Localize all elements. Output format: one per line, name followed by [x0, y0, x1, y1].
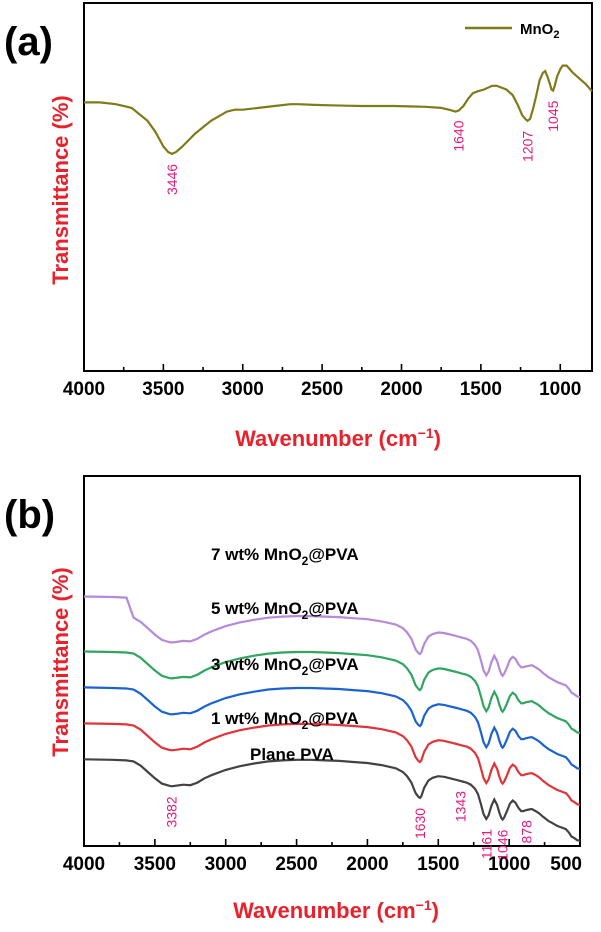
x-tick-label: 2500	[275, 854, 317, 875]
panel-a-x-axis-label: Wavenumber (cm−1)	[235, 425, 441, 451]
panel-b-y-axis-label: Transmittance (%)	[48, 567, 73, 757]
peak-label-3446: 3446	[164, 164, 180, 195]
x-tick-label: 1000	[539, 379, 581, 400]
x-tick-label: 1500	[460, 379, 502, 400]
series-line-plane-pva	[83, 758, 581, 842]
x-tick-label: 4000	[63, 379, 105, 400]
peak-label-1207: 1207	[519, 131, 535, 162]
panel-a-peak-labels: 3446 1640 1207 1045	[164, 100, 561, 195]
panel-b-x-tick-labels: 4000 3500 3000 2500 2000 1500 1000 500	[63, 854, 582, 875]
x-tick-label: 3000	[205, 854, 247, 875]
peak-label-1045: 1045	[545, 100, 561, 131]
series-label-plane-pva: Plane PVA	[250, 745, 334, 764]
panel-a-x-tick-labels: 4000 3500 3000 2500 2000 1500 1000	[63, 379, 582, 400]
panel-a-y-axis-label: Transmittance (%)	[48, 95, 73, 285]
series-line-1-wt-mno2-pva	[83, 722, 581, 806]
series-label-5wt: 5 wt% MnO2@PVA	[211, 599, 359, 622]
series-line-mno2	[84, 64, 593, 156]
panel-b-x-ticks	[83, 839, 581, 846]
panel-b-peak-labels: 3382 1630 1343 1161 1046 878	[164, 791, 535, 861]
peak-label-1161: 1161	[478, 829, 494, 859]
x-tick-label: 1000	[488, 854, 530, 875]
panel-a: (a) 4000 3500 3000 2500 2000 1500 1000 3446 164…	[4, 2, 593, 451]
peak-label-1343: 1343	[453, 791, 469, 822]
series-label-3wt: 3 wt% MnO2@PVA	[211, 655, 359, 678]
x-tick-label: 2000	[380, 379, 422, 400]
x-tick-label: 2500	[301, 379, 343, 400]
panel-b-x-axis-label: Wavenumber (cm−1)	[233, 897, 439, 923]
series-line-5-wt-mno2-pva	[83, 650, 581, 734]
peak-label-1640: 1640	[451, 120, 467, 151]
panel-a-plot-frame	[83, 2, 593, 372]
series-label-1wt: 1 wt% MnO2@PVA	[211, 709, 359, 732]
x-tick-label: 3500	[142, 379, 184, 400]
panel-b-series-lines	[83, 595, 581, 842]
legend-label-mno2: MnO2	[520, 21, 559, 41]
x-tick-label: 3500	[134, 854, 176, 875]
peak-label-3382: 3382	[164, 796, 180, 827]
panel-b: (b) 4000 3500 3000 2500 2000 1500 1000 500 3382…	[4, 475, 582, 923]
peak-label-1046: 1046	[495, 829, 511, 860]
series-line-7-wt-mno2-pva	[83, 595, 581, 698]
panel-a-legend: MnO2	[465, 21, 559, 41]
x-tick-label: 3000	[222, 379, 264, 400]
x-tick-label: 2000	[346, 854, 388, 875]
series-label-7wt: 7 wt% MnO2@PVA	[211, 545, 359, 568]
peak-label-1630: 1630	[412, 808, 428, 839]
peak-label-878: 878	[518, 820, 534, 844]
panel-b-letter: (b)	[4, 493, 55, 537]
panel-a-x-ticks	[83, 364, 562, 371]
series-line-3-wt-mno2-pva	[83, 686, 581, 770]
x-tick-label: 4000	[63, 854, 105, 875]
x-tick-label: 500	[550, 854, 582, 875]
x-tick-label: 1500	[417, 854, 459, 875]
panel-a-letter: (a)	[4, 20, 53, 64]
